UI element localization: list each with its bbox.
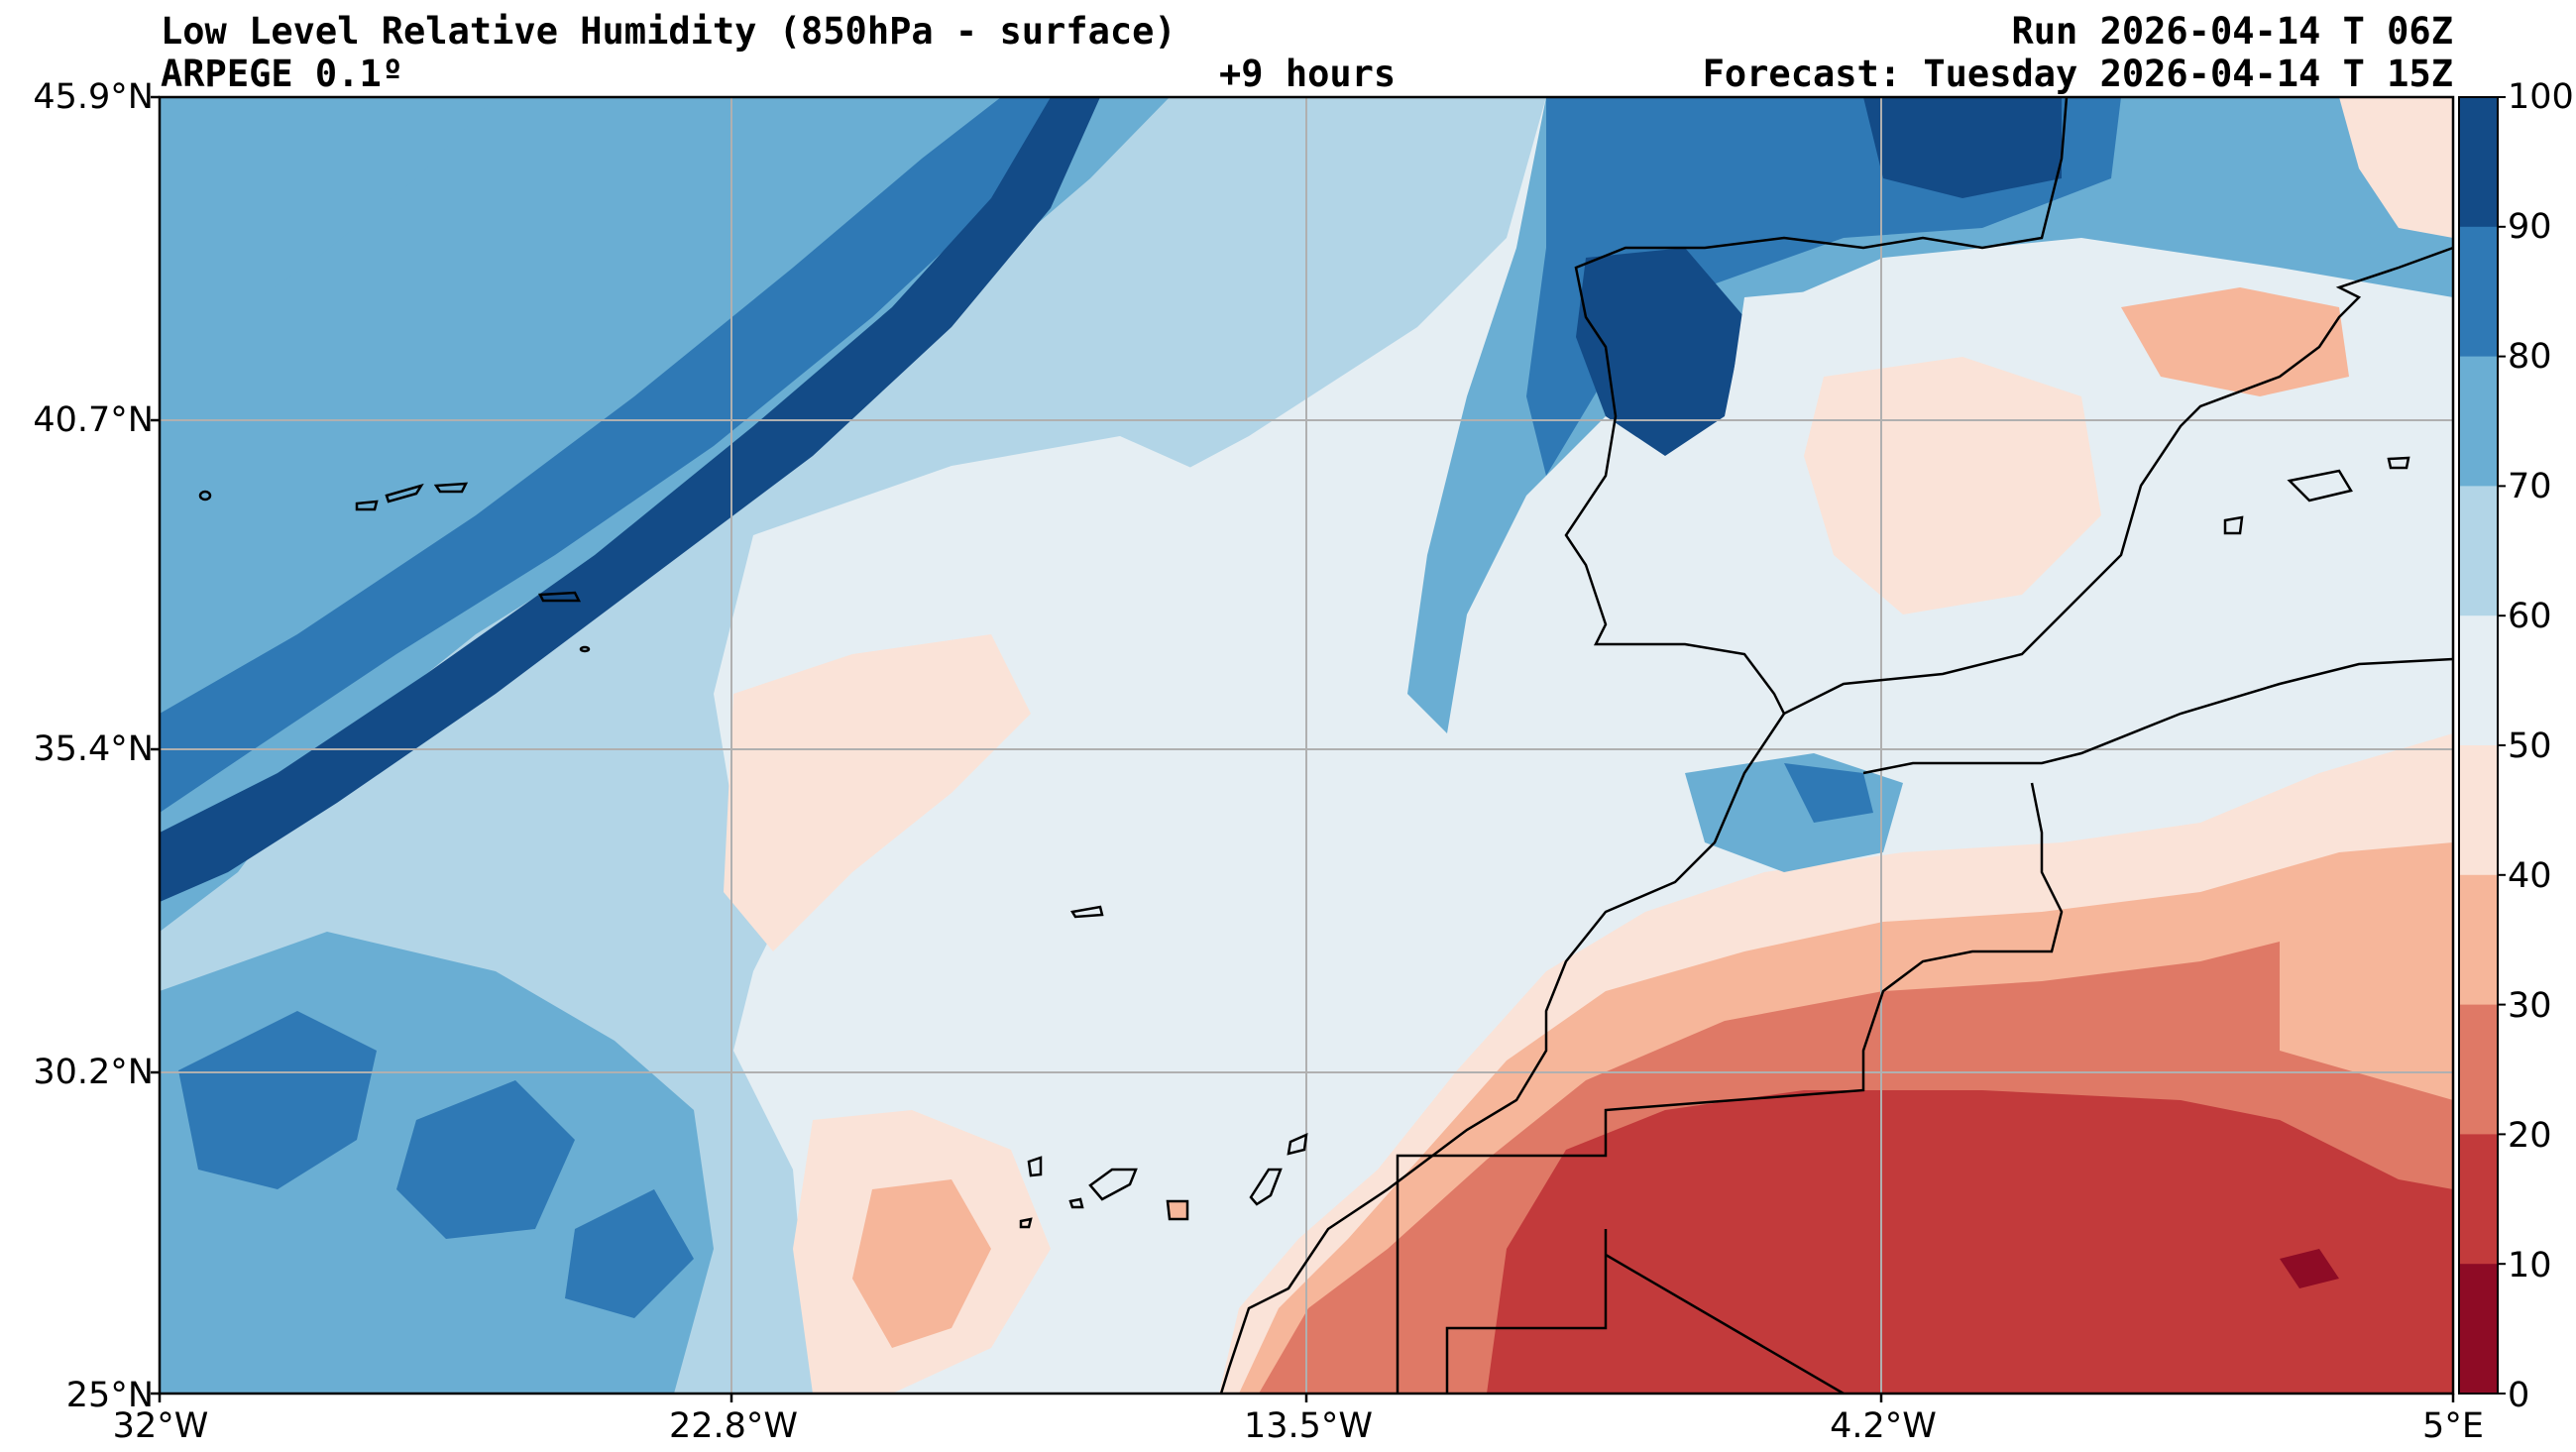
colorbar-label-80: 80 <box>2508 337 2552 377</box>
colorbar-label-40: 40 <box>2508 856 2552 896</box>
lat-label-45-9: 45.9°N <box>33 77 154 117</box>
lead-time-label: +9 hours <box>1219 53 1397 95</box>
run-label: Run 2026-04-14 T 06Z <box>2011 10 2453 53</box>
colorbar-label-10: 10 <box>2508 1246 2552 1285</box>
map-title: Low Level Relative Humidity (850hPa - su… <box>161 10 1176 53</box>
colorbar-label-30: 30 <box>2508 986 2552 1026</box>
colorbar-segment-20-30 <box>2459 1004 2498 1135</box>
lat-label-25: 25°N <box>65 1376 154 1415</box>
field-40-50-ne <box>2339 97 2453 238</box>
lon-label-5e: 5°E <box>2422 1406 2484 1446</box>
colorbar-segment-40-50 <box>2459 745 2498 876</box>
field-40-50-central <box>724 634 1031 951</box>
colorbar-label-100: 100 <box>2508 77 2574 117</box>
colorbar-label-70: 70 <box>2508 467 2552 506</box>
colorbar-label-20: 20 <box>2508 1116 2552 1156</box>
field-0-10-spot <box>2280 1249 2339 1288</box>
field-80-90-blob3 <box>565 1189 694 1318</box>
field-80-90-blob2 <box>396 1080 575 1239</box>
field-90-100-galicia <box>1576 248 1744 456</box>
colorbar-label-60: 60 <box>2508 597 2552 636</box>
lat-label-30-2: 30.2°N <box>33 1053 154 1092</box>
field-70-80-nw <box>160 97 496 357</box>
colorbar-segment-10-20 <box>2459 1134 2498 1265</box>
field-30-40-southwest <box>852 1179 991 1348</box>
coastlines <box>198 96 2454 1396</box>
colorbar-segment-80-90 <box>2459 226 2498 358</box>
forecast-label: Forecast: Tuesday 2026-04-14 T 15Z <box>1702 53 2453 95</box>
colorbar-label-50: 50 <box>2508 726 2552 766</box>
field-80-90-morocco <box>1784 763 1873 823</box>
field-80-90-blob1 <box>178 1011 377 1189</box>
model-label: ARPEGE 0.1º <box>161 53 404 95</box>
lon-label-4-2w: 4.2°W <box>1830 1406 1937 1446</box>
colorbar-segment-60-70 <box>2459 486 2498 616</box>
colorbar-segment-90-100 <box>2459 97 2498 228</box>
field-30-40-catalonia <box>2121 287 2349 396</box>
colorbar-segment-0-10 <box>2459 1264 2498 1395</box>
field-80-90-band <box>160 97 1090 813</box>
colorbar-label-0: 0 <box>2508 1376 2530 1415</box>
lon-label-13-5w: 13.5°W <box>1243 1406 1374 1446</box>
lon-label-32w: 32°W <box>112 1406 209 1446</box>
axis-ticks <box>151 95 2455 1402</box>
colorbar-segment-50-60 <box>2459 615 2498 746</box>
field-90-100-biscay <box>1863 97 2062 198</box>
lat-label-40-7: 40.7°N <box>33 400 154 440</box>
gridlines <box>160 97 2453 1394</box>
field-10-20-africa <box>1487 1090 2453 1394</box>
colorbar <box>2458 96 2506 1395</box>
colorbar-segment-30-40 <box>2459 874 2498 1006</box>
colorbar-segment-70-80 <box>2459 356 2498 487</box>
lon-label-22-8w: 22.8°W <box>668 1406 799 1446</box>
lat-label-35-4: 35.4°N <box>33 729 154 769</box>
colorbar-label-90: 90 <box>2508 207 2552 247</box>
field-90-100-band <box>160 97 1100 902</box>
